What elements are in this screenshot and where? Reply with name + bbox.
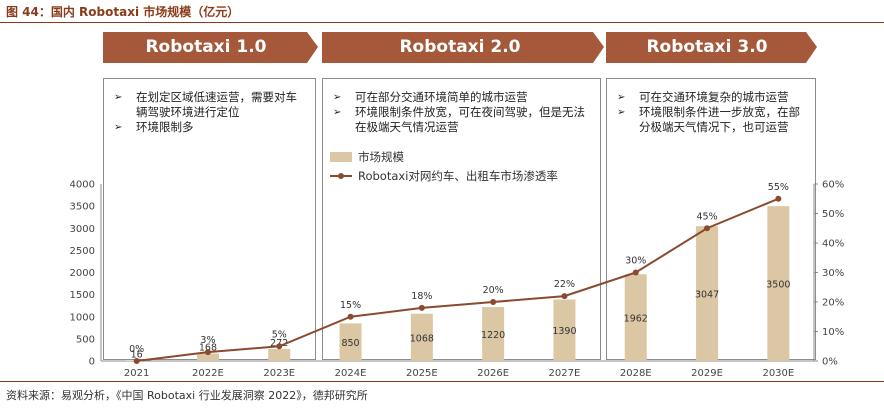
bar <box>410 313 433 361</box>
right-tick-label: 20% <box>822 298 844 309</box>
penetration-point <box>133 358 140 364</box>
phase-1-bullet: 环境限制多 <box>112 120 308 135</box>
bottom-rule <box>0 381 884 382</box>
bar <box>624 274 647 361</box>
phase-2-banner-label: Robotaxi 2.0 <box>399 37 520 57</box>
left-tick-label: 2000 <box>70 268 95 279</box>
bar <box>196 353 219 361</box>
x-tick-label: 2029E <box>691 368 723 379</box>
source-note: 资料来源：易观分析，《中国 Robotaxi 行业发展洞察 2022》，德邦研究… <box>6 389 368 402</box>
left-tick-label: 3500 <box>70 202 95 213</box>
bar-value-label: 1220 <box>481 330 505 341</box>
bar <box>482 307 505 361</box>
penetration-point <box>775 195 782 202</box>
bar-value-label: 1962 <box>624 314 648 325</box>
x-tick-label: 2022E <box>192 368 224 379</box>
phase-box-2 <box>322 78 601 360</box>
penetration-point <box>704 225 711 232</box>
right-tick-label: 50% <box>822 209 844 220</box>
phase-3-bullets: 可在交通环境复杂的城市运营 环境限制条件进一步放宽，在部分极端天气情况下，也可运… <box>615 90 809 135</box>
phase-2-bullet: 可在部分交通环境简单的城市运营 <box>331 90 593 105</box>
phase-2-bullets: 可在部分交通环境简单的城市运营 环境限制条件放宽，可在夜间驾驶，但是无法在极端天… <box>331 90 593 135</box>
penetration-polyline <box>136 197 779 362</box>
right-tick-label: 0% <box>822 357 838 368</box>
phase-2-bullet: 环境限制条件放宽，可在夜间驾驶，但是无法在极端天气情况运营 <box>331 105 593 135</box>
x-axis-ticks: 2021 2022E 2023E 2024E 2025E 2026E 2027E 2028E 2… <box>124 368 794 379</box>
penetration-value-label: 22% <box>554 279 575 290</box>
phase-1-bullets: 在划定区域低速运营，需要对车辆驾驶环境进行定位 环境限制多 <box>112 90 308 135</box>
penetration-value-label: 5% <box>272 329 287 340</box>
left-tick-label: 2500 <box>70 246 95 257</box>
x-tick-label: 2024E <box>335 368 367 379</box>
x-tick-label: 2028E <box>620 368 652 379</box>
bar-value-label: 168 <box>199 343 217 354</box>
x-tick-label: 2026E <box>477 368 509 379</box>
right-tick-label: 60% <box>822 180 844 191</box>
x-tick-label: 2025E <box>406 368 438 379</box>
left-tick-label: 0 <box>89 357 95 368</box>
penetration-value-label: 15% <box>340 300 361 311</box>
left-tick-label: 500 <box>76 334 95 345</box>
phase-3-bullet: 可在交通环境复杂的城市运营 <box>615 90 809 105</box>
legend-bar-swatch <box>330 152 352 162</box>
penetration-labels: 0% 3% 5% 15% 18% 20% 22% 30% 45% 55% <box>129 182 789 355</box>
bar <box>553 299 576 361</box>
bar-value-label: 850 <box>341 338 359 349</box>
penetration-point <box>561 293 568 300</box>
penetration-point <box>276 343 283 350</box>
bar-labels: 16168272850106812201390196230473500 <box>131 280 791 361</box>
phase-3-banner <box>606 32 817 63</box>
penetration-value-label: 18% <box>411 291 432 302</box>
x-tick-label: 2021 <box>124 368 149 379</box>
bar-value-label: 3500 <box>766 280 790 291</box>
left-axis-ticks: 0 500 1000 1500 2000 2500 3000 3500 4000 <box>70 180 95 368</box>
right-tick-label: 40% <box>822 239 844 250</box>
phase-2-banner <box>322 32 604 63</box>
penetration-point <box>347 313 354 320</box>
penetration-value-label: 3% <box>200 335 215 346</box>
bar <box>767 206 790 361</box>
bar <box>268 348 291 361</box>
penetration-value-label: 45% <box>696 211 717 222</box>
right-axis-ticks: 0% 10% 20% 30% 40% 50% 60% <box>814 180 844 368</box>
legend-bar-label: 市场规模 <box>358 150 404 164</box>
bar <box>339 323 362 361</box>
phase-1-banner <box>103 32 318 63</box>
figure-title: 图 44：国内 Robotaxi 市场规模（亿元） <box>6 5 240 19</box>
phase-1-banner-label: Robotaxi 1.0 <box>145 37 266 57</box>
penetration-value-label: 0% <box>129 344 144 355</box>
phase-3-bullet: 环境限制条件进一步放宽，在部分极端天气情况下，也可运营 <box>615 105 809 135</box>
penetration-point <box>490 299 497 305</box>
penetration-value-label: 20% <box>483 285 504 296</box>
right-tick-label: 30% <box>822 268 844 279</box>
bar-value-label: 3047 <box>695 290 719 301</box>
penetration-point <box>418 304 425 311</box>
x-tick-label: 2023E <box>263 368 295 379</box>
bar-value-label: 1390 <box>552 326 576 337</box>
legend-line-marker <box>338 173 344 179</box>
legend-line-label: Robotaxi对网约车、出租车市场渗透率 <box>358 169 558 183</box>
left-tick-label: 1500 <box>70 290 95 301</box>
penetration-line <box>133 195 782 364</box>
title-rule <box>0 22 884 23</box>
penetration-value-label: 30% <box>625 256 646 267</box>
left-tick-label: 1000 <box>70 312 95 323</box>
x-tick-label: 2027E <box>549 368 581 379</box>
bars <box>125 206 790 361</box>
left-tick-label: 3000 <box>70 224 95 235</box>
penetration-point <box>204 349 211 356</box>
x-tick-label: 2030E <box>762 368 794 379</box>
bar-value-label: 1068 <box>410 333 434 344</box>
bar <box>696 226 719 361</box>
penetration-point <box>632 269 639 276</box>
penetration-value-label: 55% <box>768 182 789 193</box>
left-tick-label: 4000 <box>70 180 95 191</box>
phase-3-banner-label: Robotaxi 3.0 <box>646 37 767 57</box>
phase-1-bullet: 在划定区域低速运营，需要对车辆驾驶环境进行定位 <box>112 90 308 120</box>
right-tick-label: 10% <box>822 327 844 338</box>
bar-value-label: 16 <box>131 349 143 360</box>
